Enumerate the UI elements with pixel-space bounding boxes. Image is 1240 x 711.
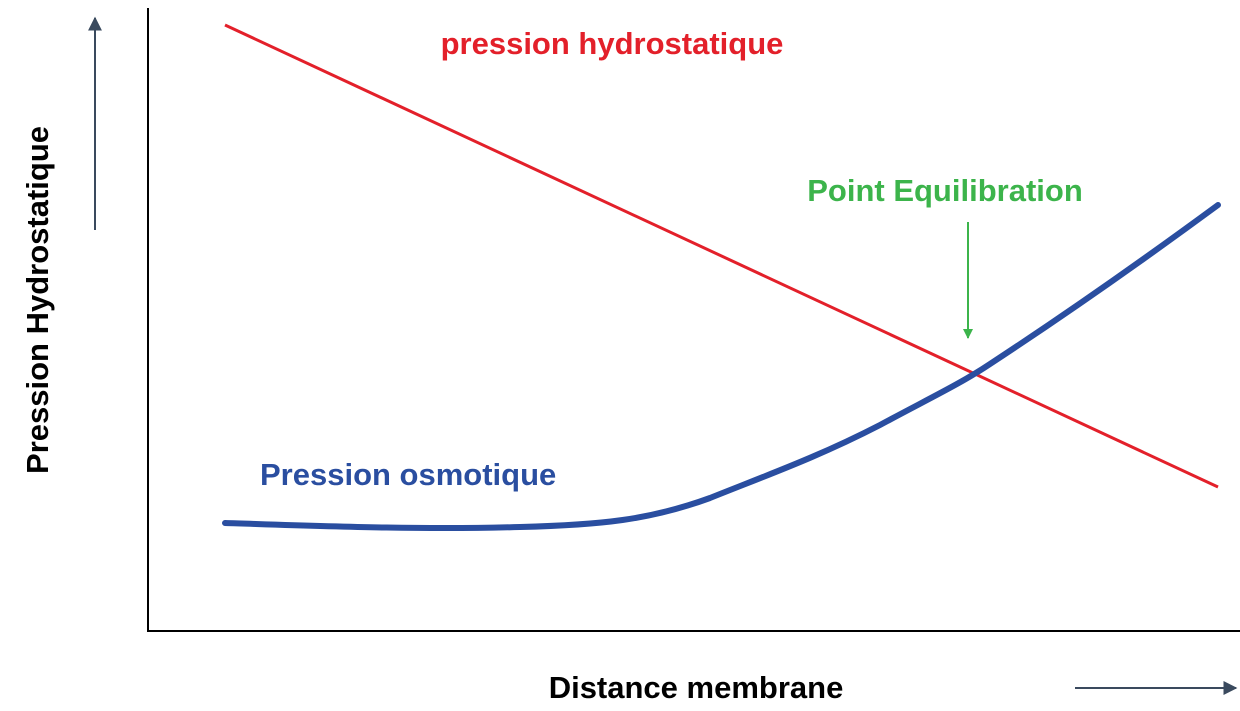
osmotic-curve [222, 202, 1221, 532]
hydrostatic-label: pression hydrostatique [441, 26, 784, 61]
osmotic-label: Pression osmotique [260, 457, 556, 492]
x-axis-label: Distance membrane [549, 670, 844, 705]
hydrostatic-line [224, 23, 1219, 489]
y-axis-label: Pression Hydrostatique [20, 126, 55, 474]
equilibrium-label: Point Equilibration [807, 173, 1083, 208]
